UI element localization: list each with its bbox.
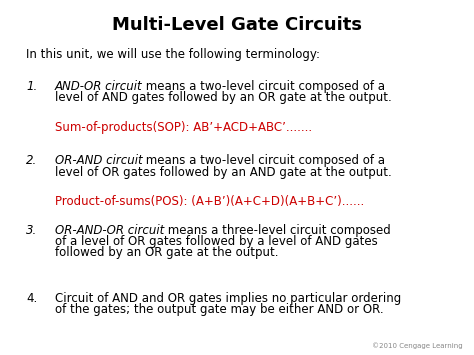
Text: 3.: 3. (26, 224, 37, 237)
Text: means a three-level circuit composed: means a three-level circuit composed (164, 224, 391, 237)
Text: followed by an OR gate at the output.: followed by an OR gate at the output. (55, 246, 278, 259)
Text: In this unit, we will use the following terminology:: In this unit, we will use the following … (26, 48, 320, 61)
Text: ©2010 Cengage Learning: ©2010 Cengage Learning (372, 342, 462, 349)
Text: 4.: 4. (26, 292, 37, 305)
Text: Product-of-sums(POS): (A+B’)(A+C+D)(A+B+C’)......: Product-of-sums(POS): (A+B’)(A+C+D)(A+B+… (55, 195, 364, 208)
Text: Sum-of-products(SOP): AB’+ACD+ABC’.......: Sum-of-products(SOP): AB’+ACD+ABC’......… (55, 121, 311, 134)
Text: OR-AND-OR circuit: OR-AND-OR circuit (55, 224, 164, 237)
Text: 2.: 2. (26, 154, 37, 168)
Text: means a two-level circuit composed of a: means a two-level circuit composed of a (142, 154, 385, 168)
Text: level of OR gates followed by an AND gate at the output.: level of OR gates followed by an AND gat… (55, 166, 391, 179)
Text: of a level of OR gates followed by a level of AND gates: of a level of OR gates followed by a lev… (55, 235, 377, 248)
Text: of the gates; the output gate may be either AND or OR.: of the gates; the output gate may be eit… (55, 303, 383, 316)
Text: level of AND gates followed by an OR gate at the output.: level of AND gates followed by an OR gat… (55, 91, 391, 104)
Text: 1.: 1. (26, 80, 37, 93)
Text: Multi-Level Gate Circuits: Multi-Level Gate Circuits (112, 16, 362, 34)
Text: OR-AND circuit: OR-AND circuit (55, 154, 142, 168)
Text: Circuit of AND and OR gates implies no particular ordering: Circuit of AND and OR gates implies no p… (55, 292, 401, 305)
Text: AND-OR circuit: AND-OR circuit (55, 80, 142, 93)
Text: means a two-level circuit composed of a: means a two-level circuit composed of a (142, 80, 385, 93)
